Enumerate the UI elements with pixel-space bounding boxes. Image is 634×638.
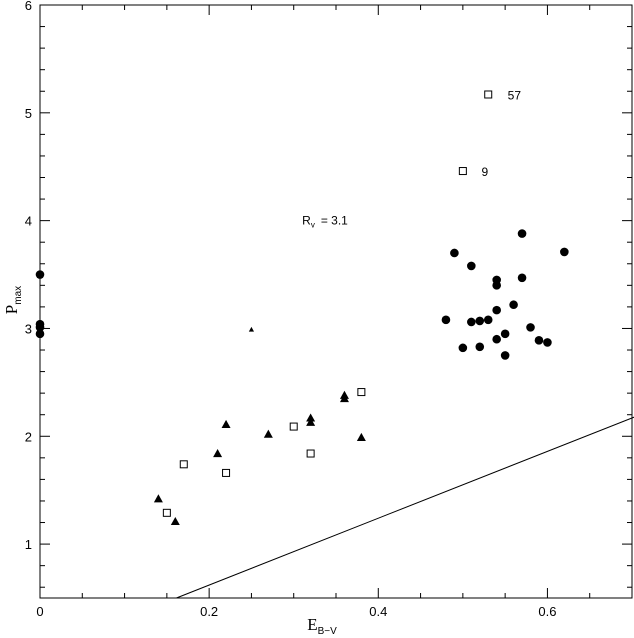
y-tick-label: 2 [25, 429, 32, 444]
y-tick-label: 5 [25, 106, 32, 121]
x-tick-label: 0.4 [369, 604, 387, 619]
circle-point [500, 329, 510, 339]
circle-point [35, 323, 45, 332]
x-axis-ticks: 0 0.2 0.4 0.6 [36, 5, 633, 619]
square-point [458, 167, 467, 176]
y-axis-title: Pmax [2, 286, 24, 314]
x-tick-label: 0 [36, 604, 43, 619]
triangle-point [339, 394, 349, 403]
x-axis-title: EB−V [307, 615, 337, 637]
circle-point [492, 305, 501, 315]
triangle-point [221, 419, 231, 429]
circle-point [517, 229, 527, 238]
square-point [289, 422, 298, 431]
x-tick-label: 0.2 [200, 604, 218, 619]
circle-point [483, 315, 493, 325]
square-point [222, 468, 231, 477]
circle-point [35, 270, 45, 279]
y-tick-label: 3 [25, 321, 32, 336]
circle-point [492, 334, 501, 344]
square-point [179, 460, 188, 469]
triangle-point [306, 413, 316, 422]
triangle-point [263, 429, 273, 438]
data-points [35, 90, 569, 526]
y-axis-title-group: Pmax [2, 286, 24, 314]
circle-point [500, 351, 510, 360]
y-axis-ticks: 1 2 3 4 5 6 [25, 0, 632, 588]
circle-point [475, 342, 485, 352]
circle-point [458, 343, 468, 353]
circle-point [467, 261, 476, 271]
rv-line-label: Rv = 3.1 [302, 214, 348, 230]
point-label: 57 [508, 88, 522, 102]
rv-line [176, 416, 634, 599]
small-triangle-point [248, 326, 255, 332]
circle-point [543, 338, 552, 347]
square-point [306, 449, 315, 458]
y-tick-label: 4 [25, 214, 32, 229]
circle-point [441, 315, 451, 325]
x-tick-label: 0.6 [538, 604, 556, 619]
square-point [484, 90, 493, 99]
circle-point [509, 300, 518, 310]
circle-point [492, 281, 501, 290]
circle-point [467, 317, 476, 327]
circle-point [517, 273, 527, 283]
square-point [162, 508, 171, 517]
reddening-line [176, 416, 634, 599]
triangle-point [213, 449, 223, 458]
circle-point [560, 247, 569, 257]
circle-point [534, 336, 544, 345]
circle-point [450, 248, 459, 258]
point-annotations: 57 9 [481, 88, 521, 179]
point-label: 9 [481, 165, 488, 179]
triangle-point [153, 494, 163, 503]
circle-point [35, 329, 45, 339]
plot-frame [39, 4, 633, 599]
triangle-point [356, 432, 366, 441]
circle-point [526, 323, 535, 332]
triangle-point [170, 516, 180, 526]
square-point [357, 388, 366, 397]
circle-point [475, 316, 485, 326]
y-tick-label: 6 [25, 0, 32, 13]
y-tick-label: 1 [25, 537, 32, 552]
triangle-point [306, 417, 316, 426]
